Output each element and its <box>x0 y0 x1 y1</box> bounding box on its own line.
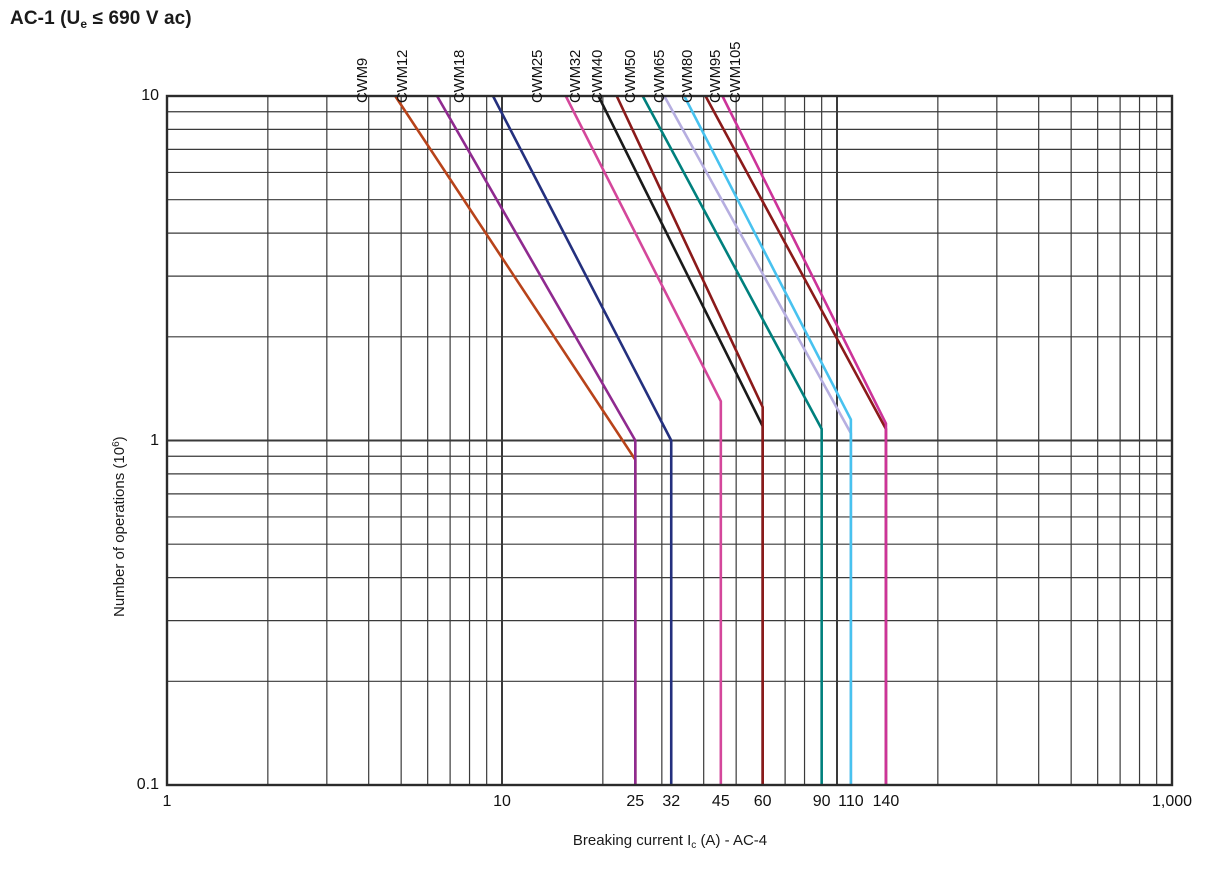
series-label-cwm18: CWM18 <box>451 49 468 103</box>
series-label-cwm80: CWM80 <box>679 49 696 103</box>
x-tick-label: 32 <box>662 793 681 810</box>
y-tick-label: 10 <box>141 87 159 104</box>
series-label-cwm40: CWM40 <box>589 49 606 103</box>
series-label-cwm32: CWM32 <box>567 49 584 103</box>
series-curve-cwm40 <box>615 95 764 785</box>
y-axis-title-prefix: Number of operations (10 <box>111 446 128 617</box>
plot-frame <box>165 94 1174 787</box>
x-tick-label: 45 <box>711 793 730 810</box>
y-axis-title-superscript: 6 <box>111 441 122 447</box>
chart-title-suffix: ≤ 690 V ac) <box>87 8 192 29</box>
series-curve-cwm18 <box>491 95 673 785</box>
x-axis-title-prefix: Breaking current I <box>572 832 692 849</box>
series-curve-cwm105 <box>721 95 888 785</box>
x-axis-title-suffix: (A) - AC-4 <box>696 832 768 849</box>
series-label-cwm95: CWM95 <box>707 49 724 103</box>
x-axis-title-subscript: c <box>691 840 697 851</box>
x-tick-label: 110 <box>838 793 864 810</box>
x-tick-label: 25 <box>626 793 645 810</box>
series-label-cwm9: CWM9 <box>354 57 371 103</box>
series-label-cwm65: CWM65 <box>651 49 668 103</box>
series-label-cwm105: CWM105 <box>727 41 744 103</box>
series-label-cwm25: CWM25 <box>529 49 546 103</box>
x-tick-label: 140 <box>872 793 900 810</box>
chart-title-subscript: e <box>80 17 88 31</box>
x-axis-title: Breaking current Ic (A) - AC-4 <box>572 832 768 851</box>
x-tick-label: 1,000 <box>1151 793 1193 810</box>
y-tick-label: 1 <box>150 431 159 449</box>
series-curve-cwm25 <box>564 95 723 785</box>
series-label-cwm50: CWM50 <box>622 49 639 103</box>
x-tick-label: 1 <box>162 793 172 810</box>
x-tick-label: 90 <box>812 793 831 810</box>
series-curves <box>394 95 888 785</box>
y-axis-title: Number of operations (106) <box>111 436 128 617</box>
y-tick-label: 0.1 <box>136 776 159 793</box>
chart-title: AC-1 (Ue ≤ 690 V ac) <box>10 8 192 31</box>
series-curve-cwm12 <box>435 95 637 785</box>
chart-title-prefix: AC-1 (U <box>10 8 81 29</box>
series-label-cwm12: CWM12 <box>394 49 411 103</box>
series-curve-cwm50 <box>641 95 823 785</box>
series-curve-cwm80 <box>683 95 853 785</box>
x-tick-label: 60 <box>753 793 772 810</box>
x-tick-label: 10 <box>493 793 511 810</box>
